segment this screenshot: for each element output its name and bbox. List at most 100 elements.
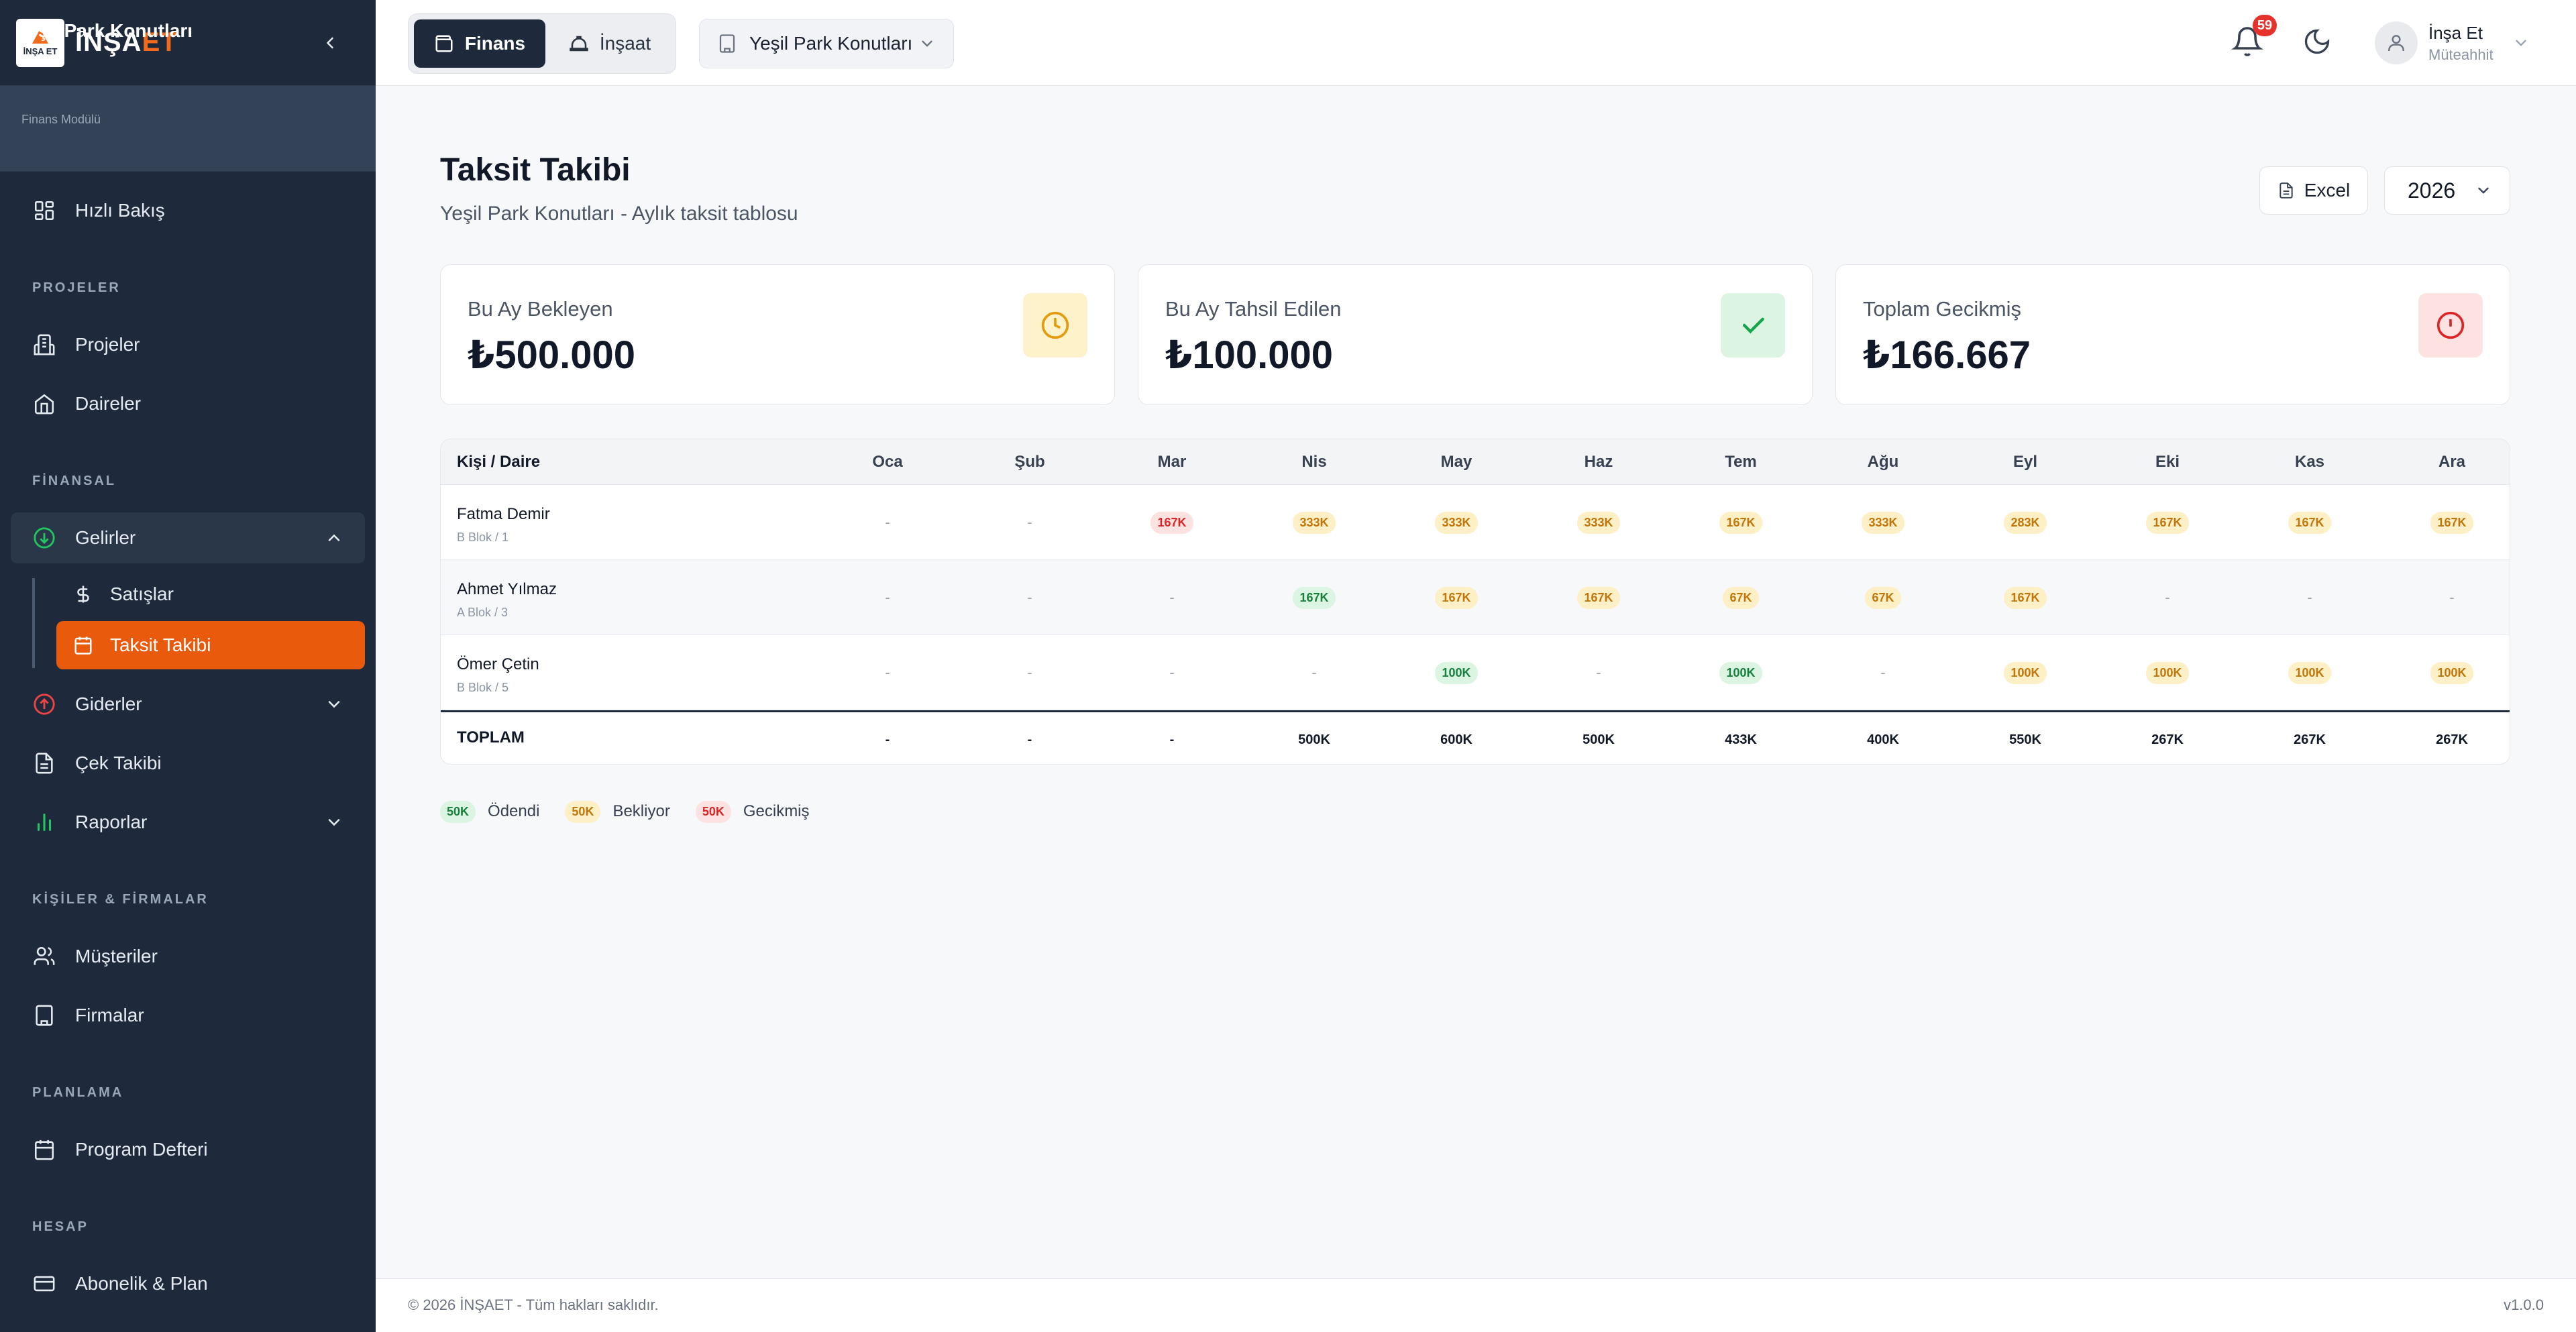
current-project[interactable]: Yeşil Park Konutları Finans Modülü — [0, 20, 376, 172]
installment-pill-wait: 67K — [1865, 586, 1901, 609]
user-menu[interactable]: İnşa Et Müteahhit — [2375, 19, 2530, 67]
brand-logo[interactable]: İNŞA ET — [16, 18, 64, 67]
table-row[interactable]: Ahmet Yılmaz A Blok / 3 - - - 167K 167K 167K 67K… — [441, 560, 2510, 635]
user-name: İnşa Et — [2428, 22, 2483, 43]
moon-icon[interactable] — [2302, 27, 2332, 56]
file-icon — [2277, 182, 2295, 199]
table-cell[interactable]: 100K — [2381, 635, 2510, 710]
export-excel-label: Excel — [2304, 180, 2351, 201]
nav-projects[interactable]: Projeler — [11, 319, 365, 370]
installment-pill-wait: 100K — [2288, 661, 2331, 684]
empty-cell: - — [885, 664, 890, 681]
summary-card-value: ₺100.000 — [1165, 333, 1334, 377]
nav-reports[interactable]: Raporlar — [11, 797, 365, 848]
empty-cell: - — [1027, 589, 1032, 606]
empty-cell: - — [1311, 664, 1317, 681]
tab-finance[interactable]: Finans — [414, 19, 545, 68]
table-row[interactable]: Fatma Demir B Blok / 1 - - 167K 333K 333K 333K 1… — [441, 485, 2510, 560]
credit-card-icon — [32, 1272, 56, 1296]
user-icon — [2388, 35, 2404, 51]
nav-expenses-label: Giderler — [75, 693, 142, 714]
column-header-month: Nis — [1301, 453, 1327, 471]
tab-finance-label: Finans — [464, 33, 526, 54]
nav-reports-label: Raporlar — [75, 812, 148, 832]
table-cell: - — [959, 635, 1101, 710]
nav-installments[interactable]: Taksit Takibi — [56, 621, 365, 669]
installment-pill-paid: 100K — [1435, 661, 1478, 684]
installment-pill-wait: 167K — [2430, 511, 2473, 534]
table-cell[interactable]: 67K — [1670, 560, 1812, 635]
installment-table: Kişi / Daire Oca Şub Mar Nis May Haz Tem Ağu Eyl… — [440, 439, 2510, 765]
table-cell[interactable]: 333K — [1527, 485, 1670, 560]
legend-pill-paid: 50K — [440, 800, 476, 823]
table-row[interactable]: Ömer Çetin B Blok / 5 - - - - 100K - 100K - 100K 10… — [441, 635, 2510, 710]
table-cell[interactable]: 167K — [1243, 560, 1385, 635]
summary-card-overdue: Toplam Gecikmiş ₺166.667 — [1835, 264, 2510, 405]
module-switch: Finans İnşaat — [408, 13, 676, 74]
column-header-month: Kas — [2294, 453, 2325, 471]
table-cell[interactable]: 100K — [1954, 635, 2096, 710]
total-cell: 400K — [1867, 732, 1899, 747]
year-select[interactable]: 2026 — [2384, 166, 2510, 215]
table-cell[interactable]: 167K — [1527, 560, 1670, 635]
installment-pill-wait: 167K — [2004, 586, 2047, 609]
table-cell: - — [1101, 560, 1243, 635]
brand-name: İNŞAET — [75, 27, 178, 58]
total-label: TOPLAM — [457, 728, 525, 746]
nav-customers[interactable]: Müşteriler — [11, 931, 365, 982]
collapse-sidebar-button[interactable] — [317, 30, 343, 56]
table-cell[interactable]: 283K — [1954, 485, 2096, 560]
nav-quick-view[interactable]: Hızlı Bakış — [11, 185, 365, 236]
table-cell: - — [2239, 560, 2381, 635]
total-cell: 550K — [2009, 732, 2041, 747]
table-cell[interactable]: 100K — [2096, 635, 2239, 710]
table-cell[interactable]: 333K — [1385, 485, 1527, 560]
bell-icon[interactable] — [2231, 25, 2263, 58]
nav-sales[interactable]: Satışlar — [56, 570, 365, 618]
table-cell[interactable]: 167K — [2239, 485, 2381, 560]
sidebar: İNŞA ET İNŞAET Yeşil Park Konutları Fina… — [0, 0, 376, 1332]
table-cell[interactable]: 167K — [1101, 485, 1243, 560]
nav-sales-label: Satışlar — [110, 584, 174, 604]
table-cell[interactable]: 100K — [2239, 635, 2381, 710]
nav-income[interactable]: Gelirler — [11, 512, 365, 563]
empty-cell: - — [885, 589, 890, 606]
row-person-name: Fatma Demir — [457, 505, 550, 523]
installment-pill-wait: 100K — [2146, 661, 2189, 684]
export-excel-button[interactable]: Excel — [2259, 166, 2368, 215]
top-header: Finans İnşaat Yeşil Park Konutları 59 İn… — [376, 0, 2576, 86]
legend-pill-wait: 50K — [565, 800, 601, 823]
table-cell[interactable]: 67K — [1812, 560, 1954, 635]
table-cell[interactable]: 100K — [1385, 635, 1527, 710]
nav-customers-label: Müşteriler — [75, 946, 158, 966]
installment-pill-late: 167K — [1150, 511, 1193, 534]
table-cell[interactable]: 167K — [1954, 560, 2096, 635]
nav-schedule[interactable]: Program Defteri — [11, 1124, 365, 1175]
nav-subscription[interactable]: Abonelik & Plan — [11, 1258, 365, 1309]
nav-checks[interactable]: Çek Takibi — [11, 738, 365, 789]
submenu-line — [32, 578, 35, 668]
document-icon — [32, 751, 56, 775]
nav-apartments[interactable]: Daireler — [11, 378, 365, 429]
summary-card-value: ₺166.667 — [1863, 333, 2031, 377]
nav-schedule-label: Program Defteri — [75, 1139, 208, 1160]
tab-construction-label: İnşaat — [599, 33, 651, 54]
nav-expenses[interactable]: Giderler — [11, 679, 365, 730]
row-unit: B Blok / 5 — [457, 681, 509, 694]
arrow-up-circle-icon — [32, 692, 56, 716]
table-cell[interactable]: 167K — [2096, 485, 2239, 560]
tab-construction[interactable]: İnşaat — [549, 19, 670, 68]
chevron-down-icon — [2512, 34, 2530, 52]
table-cell[interactable]: 167K — [2381, 485, 2510, 560]
table-cell[interactable]: 167K — [1385, 560, 1527, 635]
empty-cell: - — [885, 514, 890, 531]
table-cell[interactable]: 333K — [1812, 485, 1954, 560]
empty-cell: - — [2165, 589, 2170, 606]
table-cell[interactable]: 333K — [1243, 485, 1385, 560]
check-icon — [1721, 293, 1785, 357]
table-cell[interactable]: 167K — [1670, 485, 1812, 560]
project-select[interactable]: Yeşil Park Konutları — [699, 19, 954, 68]
table-cell[interactable]: 100K — [1670, 635, 1812, 710]
users-icon — [32, 944, 56, 968]
nav-companies[interactable]: Firmalar — [11, 990, 365, 1041]
